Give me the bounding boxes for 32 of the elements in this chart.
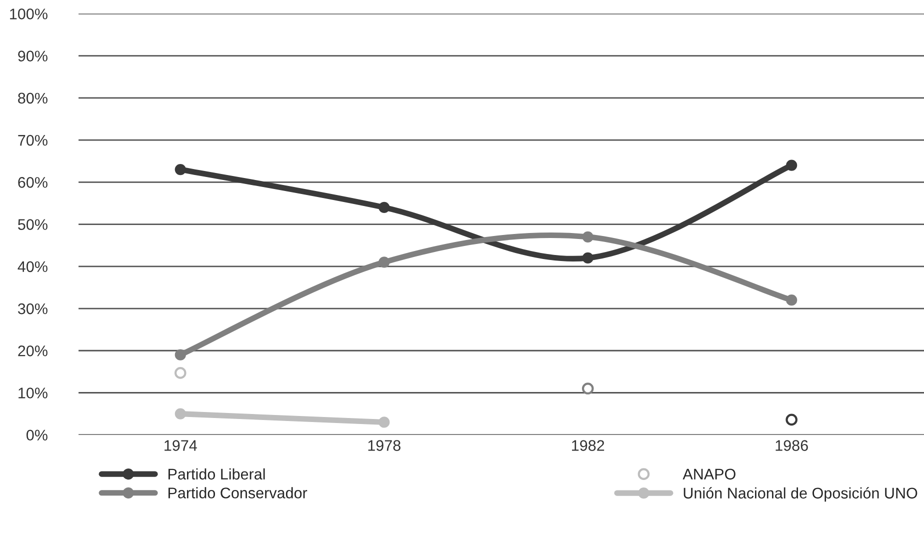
point: [786, 414, 798, 426]
y-tick-label: 90%: [18, 50, 48, 62]
point: [378, 416, 390, 428]
point: [174, 349, 186, 360]
x-tick-label: 1982: [572, 440, 604, 451]
point: [174, 367, 186, 379]
point: [174, 408, 186, 420]
point: [582, 252, 594, 264]
x-tick-label: 1978: [368, 440, 400, 451]
point: [378, 256, 390, 268]
y-tick-label: 10%: [18, 388, 48, 398]
y-tick-label: 70%: [18, 134, 48, 146]
point: [786, 294, 798, 306]
y-tick-label: 100%: [10, 8, 48, 20]
x-tick-label: 1986: [776, 440, 808, 451]
x-tick-label: 1974: [164, 440, 197, 451]
y-tick-label: 50%: [18, 219, 48, 230]
point: [786, 160, 798, 171]
legend-label: Partido Conservador: [168, 487, 308, 498]
legend-label: Unión Nacional de Oposición UNO: [684, 487, 918, 502]
point: [174, 164, 186, 176]
y-tick-label: 30%: [18, 303, 48, 314]
legend-label: ANAPO: [682, 468, 736, 480]
y-tick-label: 0%: [26, 430, 48, 441]
point: [378, 202, 390, 213]
point: [582, 382, 594, 394]
legend-label: Partido Liberal: [168, 468, 265, 480]
y-tick-label: 80%: [18, 92, 48, 104]
point: [582, 231, 594, 242]
y-tick-label: 20%: [18, 345, 48, 356]
y-tick-label: 60%: [18, 177, 48, 188]
y-tick-label: 40%: [18, 261, 48, 272]
